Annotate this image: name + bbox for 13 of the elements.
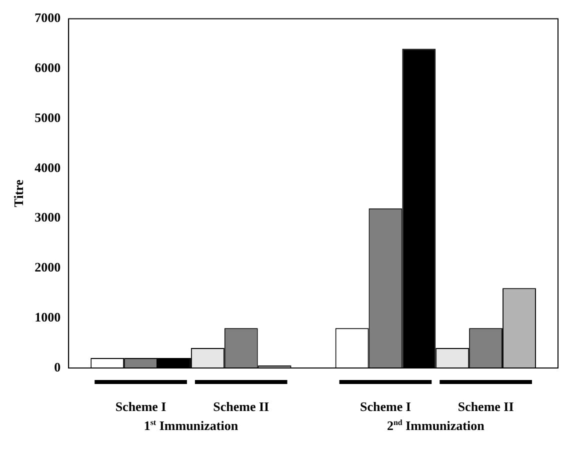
y-tick-label: 6000: [34, 60, 61, 76]
y-tick-label: 1000: [34, 309, 61, 324]
y-tick-label: 0: [54, 359, 61, 374]
y-tick-label: 7000: [34, 10, 61, 26]
text: Scheme II: [213, 399, 270, 414]
y-axis-title: Titre: [11, 179, 26, 208]
text: Scheme I: [115, 399, 166, 414]
y-tick-label: 5000: [34, 110, 61, 125]
y-tick-label: 3000: [34, 210, 61, 225]
y-tick-label: 4000: [34, 160, 61, 175]
y-tick-label: 2000: [34, 260, 61, 275]
text: Scheme I: [360, 399, 411, 414]
text: Scheme II: [458, 399, 514, 414]
